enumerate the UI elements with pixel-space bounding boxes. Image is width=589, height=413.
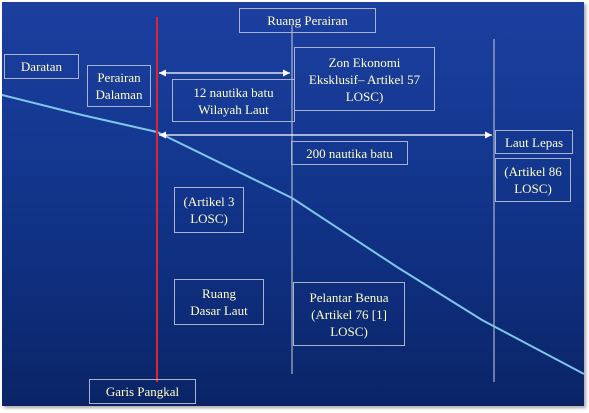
diagram-lines (2, 17, 584, 382)
perairan-dalaman-label: Perairan Dalaman (87, 65, 151, 107)
artikel-86-label: (Artikel 86 LOSC) (495, 158, 571, 202)
wilayah-laut-12nm-label: 12 nautika batu Wilayah Laut (172, 79, 295, 122)
arrow-200nm-left-head (159, 131, 166, 139)
pelantar-benua-label: Pelantar Benua (Artikel 76 [1] LOSC) (293, 282, 405, 346)
nautika-200-label: 200 nautika batu (291, 141, 408, 165)
ruang-dasar-laut-label: Ruang Dasar Laut (174, 279, 264, 325)
laut-lepas-label: Laut Lepas (495, 130, 573, 154)
ruang-perairan-label: Ruang Perairan (239, 8, 376, 33)
zee-label: Zon Ekonomi Eksklusif– Artikel 57 LOSC) (294, 47, 435, 111)
arrow-12nm-left-head (159, 69, 166, 77)
daratan-label: Daratan (4, 54, 79, 79)
diagram-slide: Ruang Perairan Daratan Perairan Dalaman … (2, 2, 584, 406)
garis-pangkal-label: Garis Pangkal (89, 379, 196, 404)
arrow-200nm-right-head (485, 131, 492, 139)
arrow-12nm-right-head (283, 69, 290, 77)
artikel-3-label: (Artikel 3 LOSC) (174, 187, 244, 233)
